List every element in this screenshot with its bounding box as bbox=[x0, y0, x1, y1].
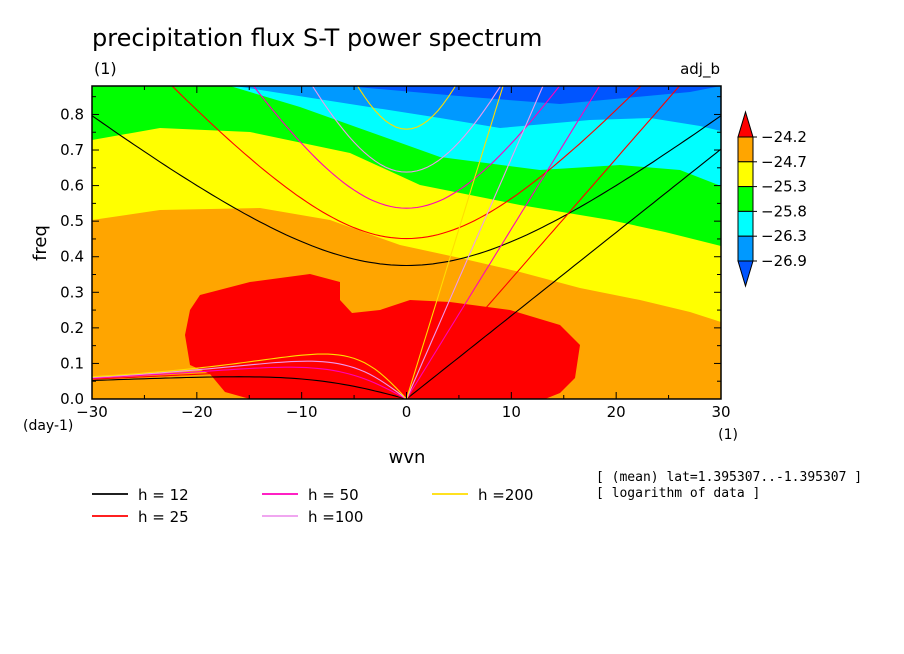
colorbar-box bbox=[737, 235, 754, 262]
y-tick-label: 0.6 bbox=[60, 177, 84, 195]
kelvin-curve-h200 bbox=[405, 86, 504, 399]
note-logarithm: [ logarithm of data ] bbox=[596, 486, 760, 501]
colorbar-top-triangle bbox=[737, 110, 754, 138]
y-tick-label: 0.2 bbox=[60, 319, 84, 337]
colorbar: −24.2 −24.7 −25.3 −25.8 −26.3 −26.9 bbox=[737, 110, 807, 288]
rossby-curve-h100 bbox=[92, 360, 407, 399]
colorbar-box bbox=[737, 136, 754, 163]
rossby-curve-h50 bbox=[92, 366, 407, 399]
kelvin-curve-h50 bbox=[406, 86, 601, 399]
inertia-gravity-curve-h50 bbox=[252, 86, 561, 209]
rossby-curve-h200 bbox=[92, 353, 407, 399]
y-axis-label: freq bbox=[30, 225, 51, 261]
x-tick-label: −30 bbox=[76, 403, 108, 421]
rossby-curve-h25 bbox=[92, 371, 407, 399]
colorbar-box bbox=[737, 161, 754, 188]
inertia-gravity-curve-h25 bbox=[171, 86, 642, 240]
y-axis: 0.0 0.1 0.2 0.3 0.4 0.5 0.6 0.7 0.8 bbox=[60, 96, 721, 408]
legend: h = 12 h = 25 h = 50 h =100 h =200 bbox=[92, 486, 533, 526]
colorbar-bottom-triangle bbox=[737, 260, 754, 288]
legend-label-h25: h = 25 bbox=[138, 508, 189, 526]
y-tick-label: 0.1 bbox=[60, 354, 84, 372]
x-tick-label: 20 bbox=[607, 403, 626, 421]
legend-label-h200: h =200 bbox=[478, 486, 533, 504]
x-axis-label: wvn bbox=[389, 447, 426, 468]
inertia-gravity-curve-h100 bbox=[311, 86, 502, 173]
y-tick-label: 0.8 bbox=[60, 105, 84, 123]
kelvin-curve-h25 bbox=[406, 86, 681, 399]
colorbar-label: −24.2 bbox=[761, 128, 807, 146]
colorbar-label: −26.3 bbox=[761, 227, 807, 245]
rossby-curve-h12 bbox=[92, 376, 407, 399]
kelvin-curve-h12 bbox=[406, 148, 721, 399]
y-tick-label: 0.0 bbox=[60, 390, 84, 408]
chart-title: precipitation flux S-T power spectrum bbox=[92, 24, 542, 52]
chart-subtitle-right: adj_b bbox=[680, 60, 720, 79]
inertia-gravity-curve-h200 bbox=[356, 86, 457, 130]
x-axis: −30 −20 −10 0 10 20 30 bbox=[76, 86, 731, 421]
y-tick-label: 0.3 bbox=[60, 283, 84, 301]
y-tick-label: 0.7 bbox=[60, 141, 84, 159]
chart-subtitle-left: (1) bbox=[94, 59, 117, 78]
colorbar-label: −26.9 bbox=[761, 252, 807, 270]
x-tick-label: −10 bbox=[286, 403, 318, 421]
x-tick-label: −20 bbox=[181, 403, 213, 421]
x-axis-unit: (1) bbox=[718, 427, 738, 443]
colorbar-label: −25.3 bbox=[761, 178, 807, 196]
note-latitude: [ (mean) lat=1.395307..-1.395307 ] bbox=[596, 470, 862, 485]
x-tick-label: 10 bbox=[502, 403, 521, 421]
y-tick-label: 0.5 bbox=[60, 212, 84, 230]
legend-label-h50: h = 50 bbox=[308, 486, 359, 504]
colorbar-box bbox=[737, 186, 754, 212]
y-tick-label: 0.4 bbox=[60, 248, 84, 266]
colorbar-box bbox=[737, 210, 754, 237]
dispersion-curves bbox=[92, 86, 721, 399]
x-tick-label: 0 bbox=[402, 403, 412, 421]
kelvin-curve-h100 bbox=[405, 86, 544, 399]
colorbar-label: −24.7 bbox=[761, 153, 807, 171]
inertia-gravity-curve-h12 bbox=[92, 115, 721, 267]
y-axis-unit: (day-1) bbox=[23, 418, 73, 434]
colorbar-label: −25.8 bbox=[761, 202, 807, 220]
legend-label-h12: h = 12 bbox=[138, 486, 189, 504]
legend-label-h100: h =100 bbox=[308, 508, 363, 526]
x-tick-label: 30 bbox=[711, 403, 730, 421]
contour-fills bbox=[92, 86, 721, 399]
